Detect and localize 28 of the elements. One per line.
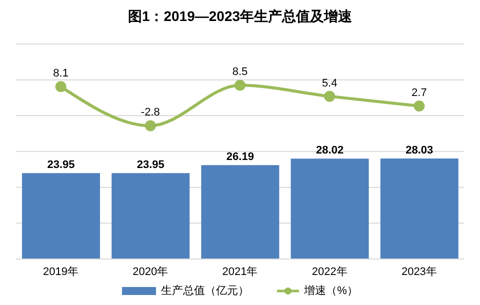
x-tick-label: 2022年 <box>312 266 348 278</box>
data-label: 8.5 <box>232 66 248 78</box>
x-tick-label: 2019年 <box>43 266 79 278</box>
point <box>414 100 425 112</box>
data-label: 28.02 <box>316 144 344 157</box>
x-tick-label: 2020年 <box>132 266 168 278</box>
x-tick-label: 2021年 <box>222 266 258 278</box>
data-label: 2.7 <box>412 86 427 99</box>
bar <box>22 173 100 259</box>
x-tick-label: 2023年 <box>401 266 437 278</box>
point <box>144 120 156 132</box>
data-label: 23.95 <box>47 159 75 172</box>
data-label: 23.95 <box>136 159 164 172</box>
data-label: -2.8 <box>140 106 160 119</box>
data-label: 8.1 <box>53 68 68 80</box>
bar <box>112 173 190 259</box>
data-label: 28.03 <box>406 144 434 157</box>
legend-label: 生产总值（亿元） <box>160 284 250 298</box>
legend-label: 增速（%） <box>303 284 358 298</box>
chart-title: 图1：2019—2023年生产总值及增速 <box>126 8 354 26</box>
point <box>234 80 246 91</box>
point <box>55 81 66 92</box>
bar <box>290 158 369 259</box>
point <box>324 90 336 102</box>
bar <box>380 158 458 259</box>
data-label: 5.4 <box>322 77 338 90</box>
bar <box>201 165 280 259</box>
data-label: 26.19 <box>226 151 254 164</box>
